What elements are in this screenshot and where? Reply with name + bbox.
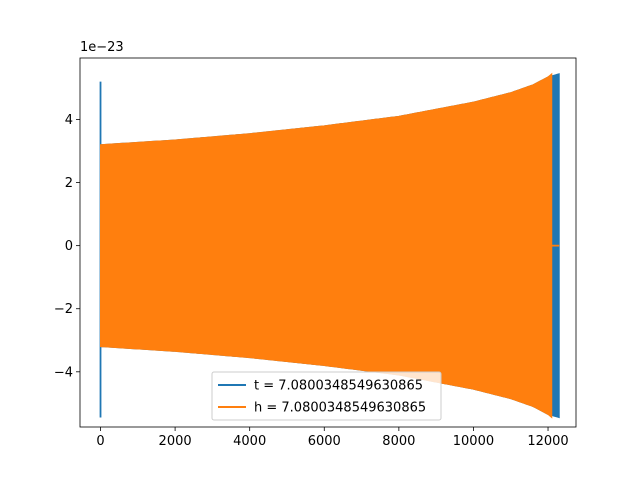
x-tick-label: 0 [96,434,104,449]
legend-label-t: t = 7.0800348549630865 [254,379,423,394]
y-tick-label: 0 [65,239,73,254]
y-tick-label: −4 [54,365,73,380]
x-axis-ticks: 0 2000 4000 6000 8000 10000 12000 [96,427,569,449]
x-tick-label: 12000 [527,434,568,449]
series-h-oscillation [100,72,553,419]
y-axis-offset-label: 1e−23 [80,40,124,55]
legend: t = 7.0800348549630865 h = 7.08003485496… [211,371,442,421]
axes-frame [79,57,577,428]
legend-box [211,371,442,421]
x-tick-label: 2000 [159,434,192,449]
legend-label-h: h = 7.0800348549630865 [254,401,426,416]
y-tick-label: 4 [65,113,73,128]
y-tick-label: −2 [54,302,73,317]
x-tick-label: 10000 [453,434,494,449]
x-tick-label: 4000 [233,434,266,449]
y-axis-ticks: −4 −2 0 2 4 [54,113,80,380]
y-tick-label: 2 [65,176,73,191]
plot-area [99,72,560,419]
x-tick-label: 6000 [308,434,341,449]
x-tick-label: 8000 [382,434,415,449]
